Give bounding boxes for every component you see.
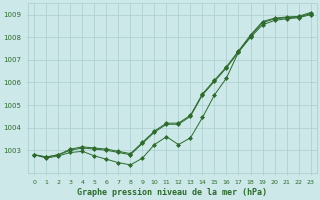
X-axis label: Graphe pression niveau de la mer (hPa): Graphe pression niveau de la mer (hPa): [77, 188, 268, 197]
